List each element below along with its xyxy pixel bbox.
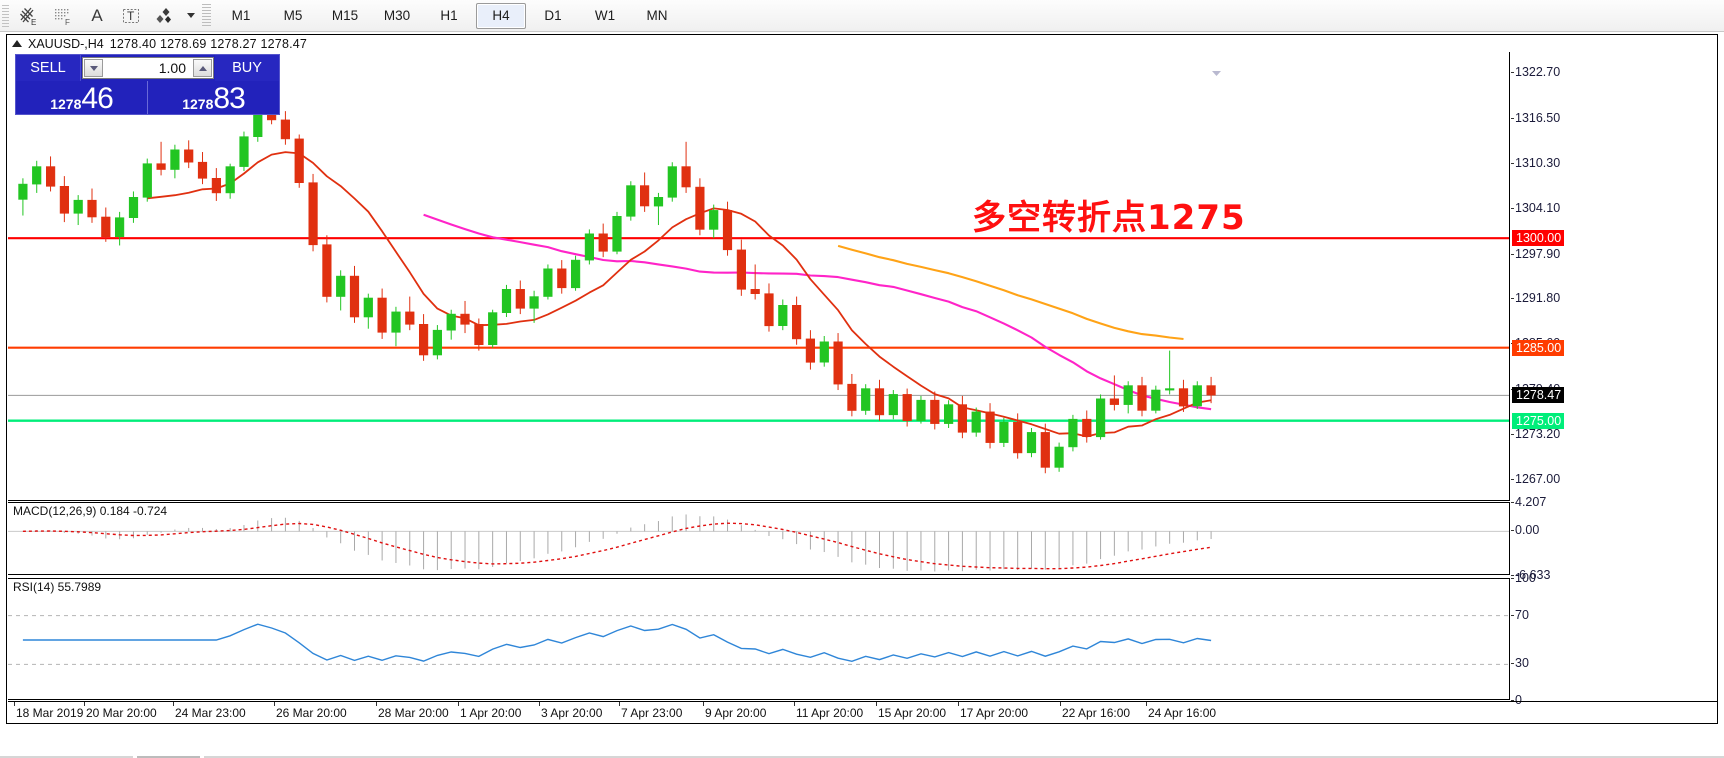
price-tick-label: 1291.80 [1510,291,1561,306]
sell-price[interactable]: 1278 46 [16,81,148,114]
timeframe-m15[interactable]: M15 [331,8,359,23]
time-axis-label: 24 Apr 16:00 [1148,706,1217,720]
buy-price-prefix: 1278 [182,96,214,112]
price-level-chip[interactable]: 1285.00 [1512,339,1565,356]
toolbar-grip[interactable] [2,4,9,27]
time-axis[interactable]: 18 Mar 2019 20 Mar 20:00 24 Mar 23:00 26 Ma… [8,701,1718,725]
macd-tick-label: 0.00 [1510,523,1540,538]
chevron-down-icon[interactable] [182,3,198,29]
price-level-chip[interactable]: 1275.00 [1512,412,1565,429]
buy-price[interactable]: 1278 83 [148,81,279,114]
volume-decrease-button[interactable] [84,59,103,77]
timeframe-m30[interactable]: M30 [383,8,411,23]
timeframe-m5[interactable]: M5 [283,8,303,23]
timeframe-m1[interactable]: M1 [231,8,251,23]
timeframe-h1[interactable]: H1 [440,8,458,23]
volume-stepper[interactable]: 1.00 [82,57,214,79]
expert-advisors-icon[interactable]: E [12,3,46,29]
buy-button[interactable]: BUY [215,55,279,81]
time-axis-label: 7 Apr 23:00 [621,706,683,720]
macd-pane[interactable]: MACD(12,26,9) 0.184 -0.724 [8,502,1510,575]
price-pane[interactable] [8,52,1510,501]
chart-annotation-text[interactable]: 多空转折点1275 [972,198,1246,238]
sell-price-prefix: 1278 [50,96,82,112]
chart-scroll-marker [1212,63,1221,76]
rsi-pane[interactable]: RSI(14) 55.7989 [8,578,1510,700]
svg-text:T: T [127,9,135,23]
timeframe-w1[interactable]: W1 [594,8,616,23]
svg-text:E: E [31,18,36,27]
text-label-icon[interactable]: A [91,5,103,25]
time-axis-label: 3 Apr 20:00 [541,706,603,720]
collapse-triangle-icon[interactable] [12,40,22,47]
one-click-trading-panel[interactable]: SELL 1.00 BUY 1278 46 1278 83 [15,54,280,115]
rsi-chart-svg [8,615,1509,665]
volume-increase-button[interactable] [193,59,212,77]
oct-price-row: 1278 46 1278 83 [16,81,279,114]
time-axis-label: 26 Mar 20:00 [276,706,347,720]
time-axis-label: 28 Mar 20:00 [378,706,449,720]
ohlc-values: 1278.40 1278.69 1278.27 1278.47 [109,36,308,51]
rsi-label: RSI(14) 55.7989 [13,580,102,594]
rsi-tick-label: 70 [1511,607,1529,622]
time-axis-label: 11 Apr 20:00 [796,706,864,720]
chart-window: XAUUSD-,H4 1278.40 1278.69 1278.27 1278.… [6,34,1718,724]
rsi-tick-label: 0 [1511,693,1522,707]
price-tick-label: 1322.70 [1510,65,1561,80]
price-tick-label: 1273.20 [1510,426,1561,441]
volume-value[interactable]: 1.00 [104,58,192,78]
price-level-chip[interactable]: 1278.47 [1512,387,1565,404]
symbol-timeframe-label: XAUUSD-,H4 [28,36,104,51]
status-bar [0,730,1724,758]
price-tick-label: 1304.10 [1510,201,1561,216]
indicators-grid-icon[interactable]: F [46,3,80,29]
toolbar-separator [202,3,211,28]
rsi-tick-label: 100 [1511,571,1536,585]
timeframe-h4[interactable]: H4 [476,2,526,29]
price-scale[interactable]: 1322.70 1316.50 1310.30 1304.10 1297.90 1291.… [1510,52,1717,707]
time-axis-label: 20 Mar 20:00 [86,706,157,720]
time-axis-label: 22 Apr 16:00 [1062,706,1131,720]
macd-label: MACD(12,26,9) 0.184 -0.724 [13,504,168,518]
chart-header: XAUUSD-,H4 1278.40 1278.69 1278.27 1278.… [7,35,1722,52]
price-tick-label: 1310.30 [1510,155,1561,170]
macd-tick-label: -6.633 [1510,568,1551,582]
macd-chart-svg [8,514,1509,572]
rsi-tick-label: 30 [1511,656,1529,671]
time-axis-label: 18 Mar 2019 [16,706,84,720]
time-axis-label: 15 Apr 20:00 [878,706,947,720]
objects-shapes-icon[interactable] [148,3,182,29]
time-axis-label: 9 Apr 20:00 [705,706,767,720]
buy-price-pips: 83 [213,82,245,116]
price-tick-label: 1297.90 [1510,246,1561,261]
svg-text:F: F [65,18,70,27]
time-axis-label: 17 Apr 20:00 [960,706,1029,720]
sell-price-pips: 46 [81,82,113,116]
price-level-chip[interactable]: 1300.00 [1512,230,1565,247]
text-box-icon[interactable]: T [114,3,148,29]
price-tick-label: 1316.50 [1510,110,1561,125]
timeframe-mn[interactable]: MN [646,8,668,23]
macd-tick-label: 4.207 [1510,495,1547,509]
oct-top-row: SELL 1.00 BUY [16,55,279,81]
time-axis-label: 24 Mar 23:00 [175,706,246,720]
price-chart-svg [8,91,1509,474]
main-toolbar: E F A [0,0,1724,32]
time-axis-label: 1 Apr 20:00 [460,706,522,720]
timeframe-d1[interactable]: D1 [544,8,562,23]
price-tick-label: 1267.00 [1510,472,1561,487]
sell-button[interactable]: SELL [16,55,81,81]
